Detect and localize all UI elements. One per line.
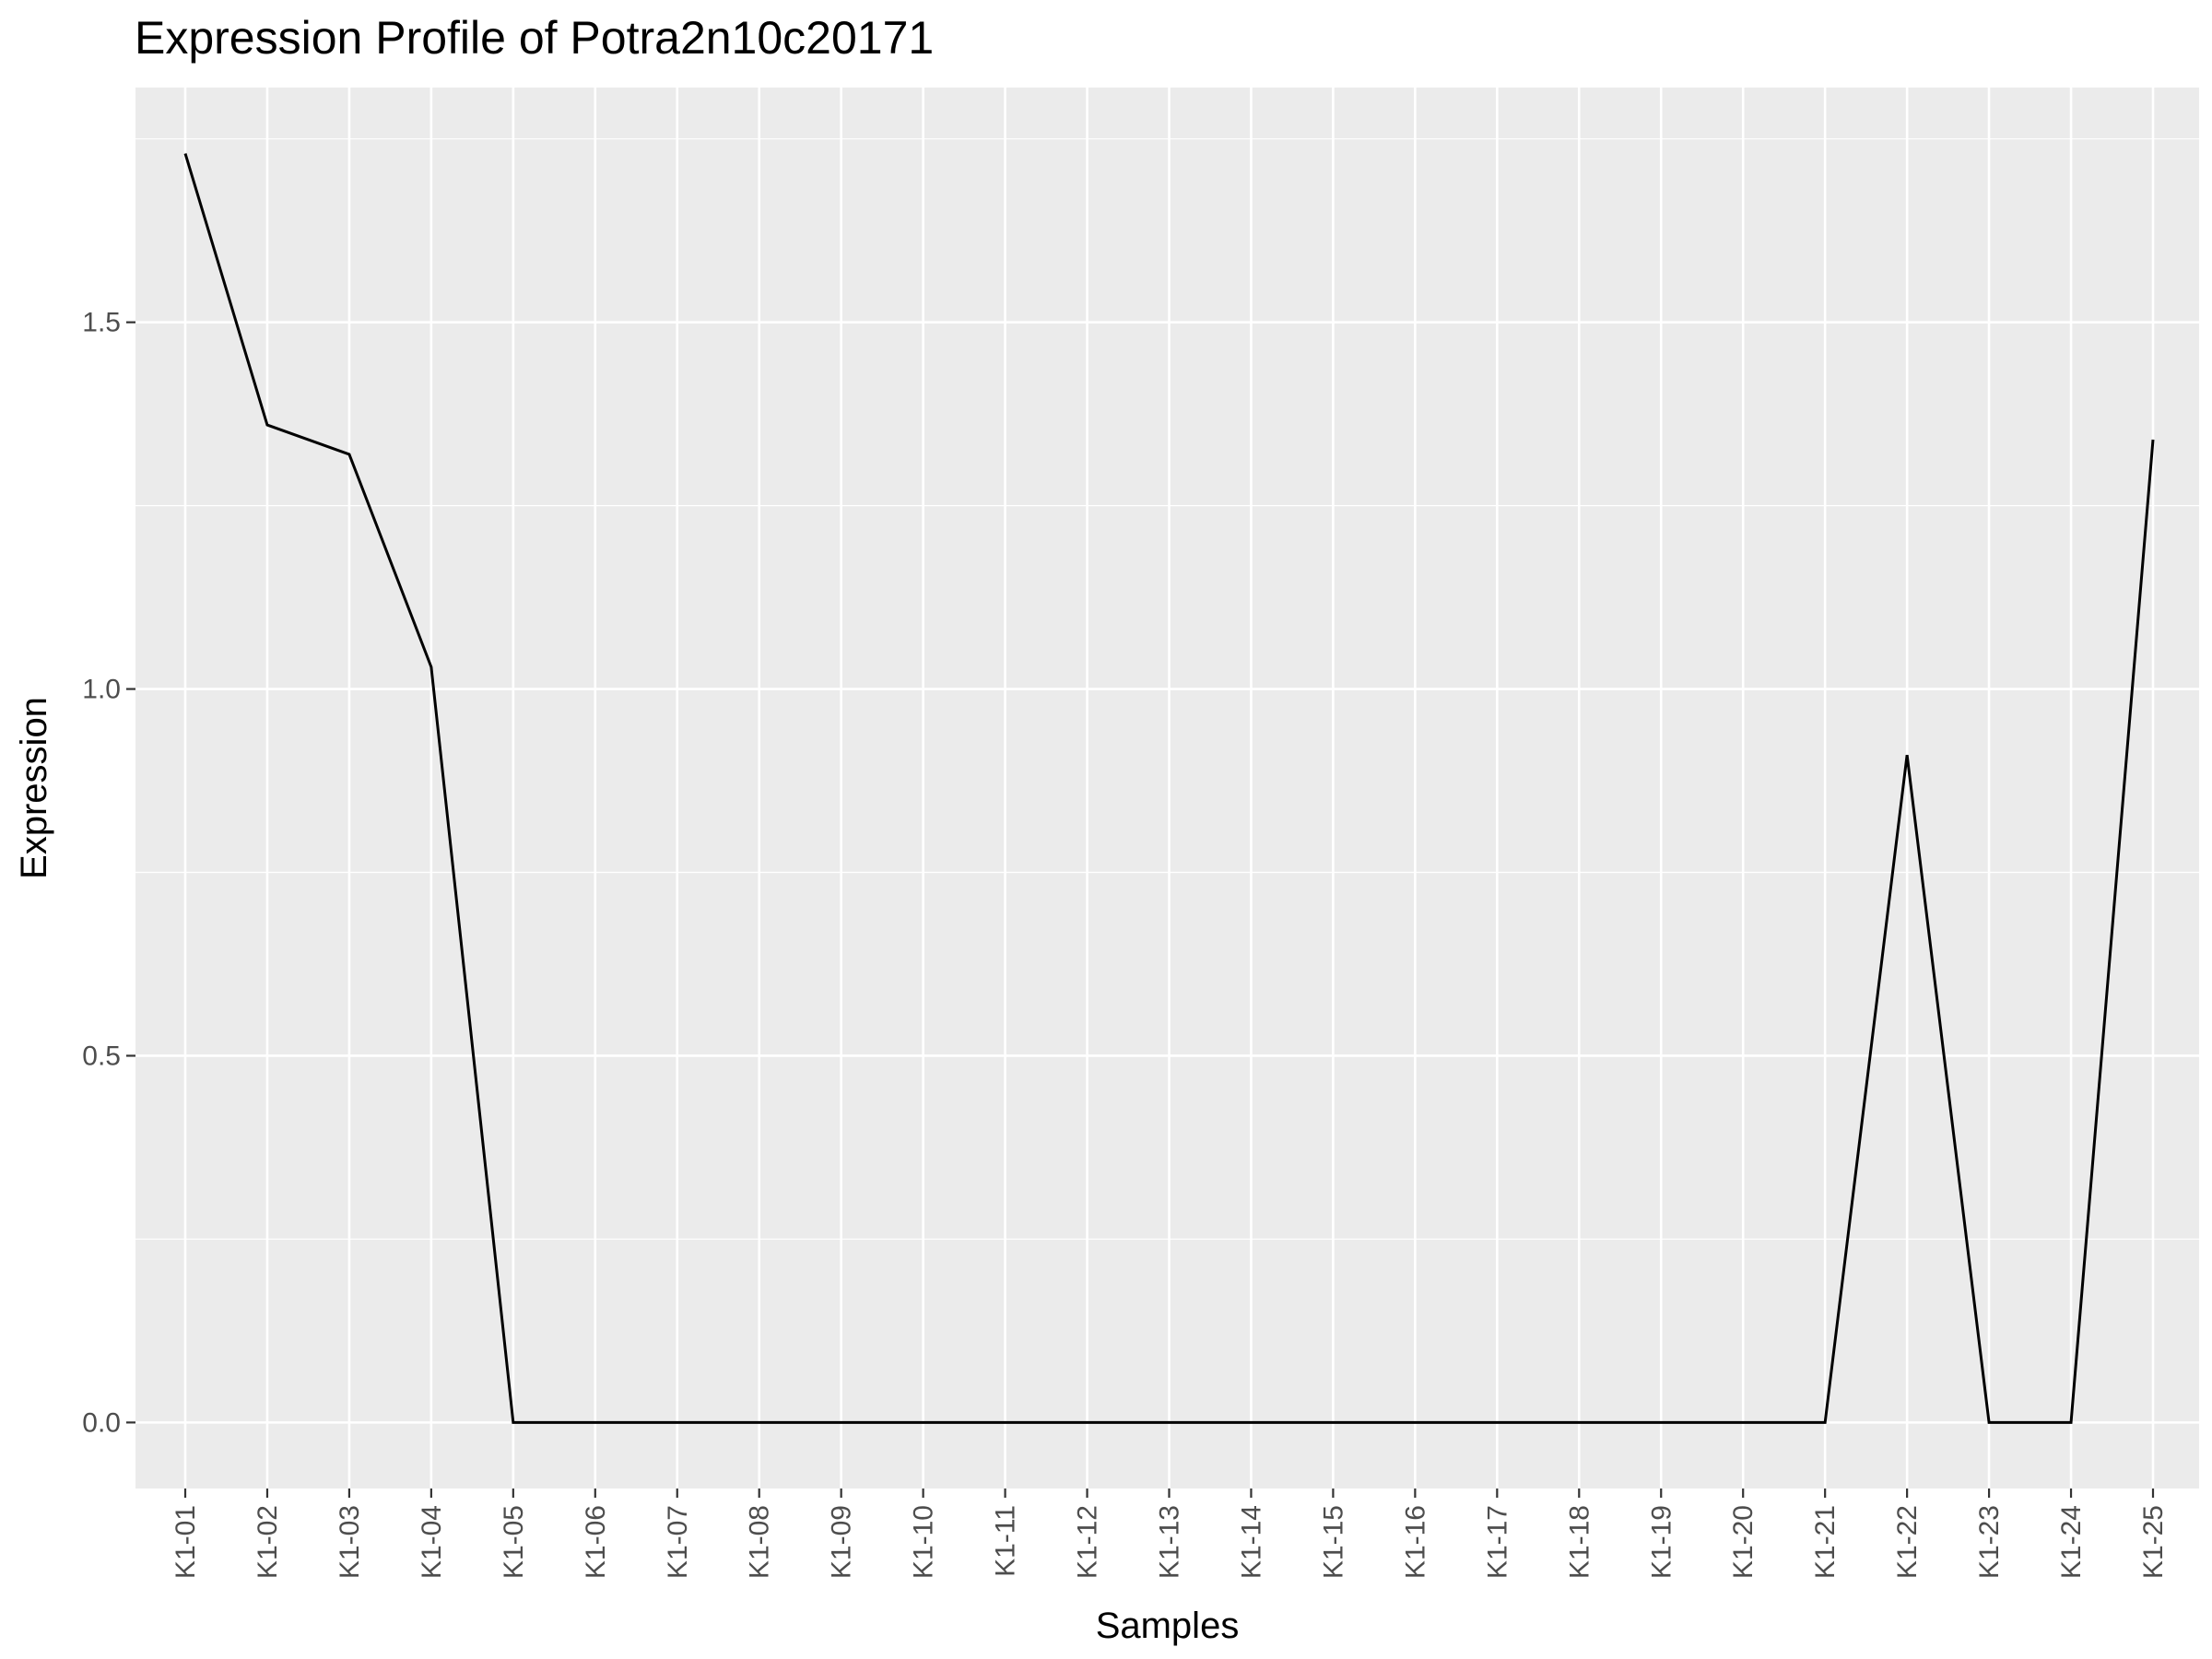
x-axis: K1-01 K1-02 K1-03 K1-04 K1-05 K1-06 K1-07 K1-08… — [171, 1488, 2169, 1579]
y-tick-label: 0.5 — [82, 1041, 121, 1071]
grid-minor — [135, 138, 2199, 1241]
x-tick-label: K1-19 — [1646, 1505, 1677, 1579]
x-tick-label: K1-01 — [171, 1505, 201, 1579]
x-tick-label: K1-20 — [1728, 1505, 1759, 1579]
plot-panel — [135, 88, 2199, 1488]
grid-major — [135, 88, 2199, 1488]
x-tick-label: K1-16 — [1400, 1505, 1430, 1579]
x-tick-label: K1-03 — [335, 1505, 365, 1579]
x-tick-label: K1-17 — [1482, 1505, 1512, 1579]
chart-title: Expression Profile of Potra2n10c20171 — [135, 12, 935, 64]
x-axis-title: Samples — [1096, 1606, 1240, 1646]
x-tick-label: K1-07 — [663, 1505, 693, 1579]
x-tick-label: K1-22 — [1892, 1505, 1923, 1579]
y-tick-label: 1.5 — [82, 308, 121, 338]
series-line — [183, 153, 2155, 1424]
x-tick-label: K1-11 — [991, 1505, 1021, 1577]
x-tick-label: K1-02 — [253, 1505, 283, 1579]
x-tick-label: K1-12 — [1073, 1505, 1103, 1579]
y-axis-title: Expression — [14, 697, 54, 879]
x-tick-label: K1-04 — [417, 1505, 447, 1579]
x-tick-label: K1-18 — [1564, 1505, 1594, 1579]
x-tick-label: K1-05 — [499, 1505, 529, 1579]
x-tick-label: K1-21 — [1810, 1505, 1841, 1579]
x-tick-label: K1-06 — [581, 1505, 611, 1579]
x-tick-label: K1-13 — [1155, 1505, 1185, 1579]
x-tick-label: K1-08 — [745, 1505, 775, 1579]
x-tick-label: K1-14 — [1236, 1505, 1266, 1579]
series-layer — [183, 153, 2155, 1424]
x-tick-label: K1-10 — [909, 1505, 939, 1579]
x-tick-label: K1-09 — [827, 1505, 857, 1579]
x-tick-label: K1-24 — [2056, 1505, 2087, 1579]
x-tick-label: K1-15 — [1318, 1505, 1348, 1579]
y-axis: 0.0 0.5 1.0 1.5 — [82, 308, 135, 1438]
y-tick-label: 0.0 — [82, 1407, 121, 1438]
y-tick-label: 1.0 — [82, 675, 121, 705]
x-tick-label: K1-25 — [2138, 1505, 2169, 1579]
x-tick-label: K1-23 — [1974, 1505, 2005, 1579]
